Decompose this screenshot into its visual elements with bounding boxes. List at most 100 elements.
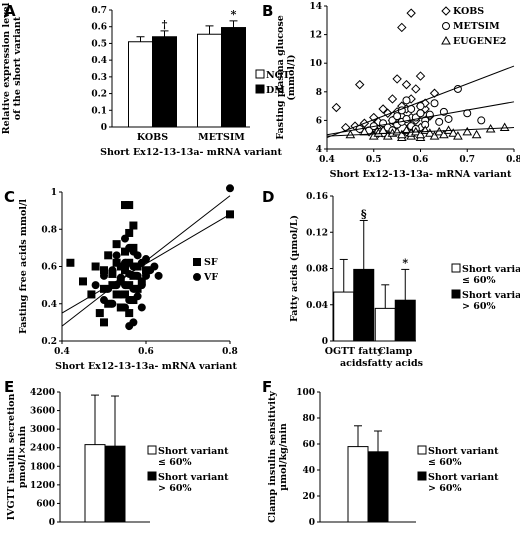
x-axis-label: Short Ex12-13-13a- mRNA variant bbox=[100, 147, 282, 158]
data-point bbox=[442, 22, 450, 30]
y-tick-label: 12 bbox=[309, 31, 322, 41]
data-point bbox=[133, 292, 142, 301]
legend-swatch bbox=[417, 471, 427, 481]
x-axis-label: Short Ex12-13-13a- mRNA variant bbox=[330, 169, 512, 180]
y-tick-label: 0.6 bbox=[41, 263, 57, 273]
bar bbox=[333, 291, 355, 342]
legend-label: > 60% bbox=[158, 483, 192, 494]
y-tick-label: 4 bbox=[316, 145, 322, 155]
data-point bbox=[193, 258, 201, 266]
data-point bbox=[121, 303, 129, 312]
x-category-label: KOBS bbox=[137, 132, 168, 143]
x-tick-label: 0.5 bbox=[366, 155, 382, 165]
bar bbox=[394, 299, 416, 342]
data-point bbox=[396, 129, 407, 139]
y-axis-label: pmol/l×min bbox=[17, 426, 28, 488]
data-point bbox=[435, 117, 444, 126]
panel-a-bar-chart: 0 0.1 0.2 0.3 0.4 0.5 0.6 0.7 † KOBS * METSIM NGT DM S… bbox=[1, 2, 290, 158]
y-tick-label: 0.1 bbox=[91, 106, 107, 116]
data-point bbox=[91, 262, 100, 271]
data-point bbox=[95, 309, 104, 318]
panel-b-scatter-chart: 4 6 8 10 12 14 0.4 0.5 0.6 0.7 0.8 KOBS METSIM EUGENE… bbox=[275, 2, 520, 180]
x-category-label: OGTT fatty bbox=[325, 346, 384, 357]
y-tick-label: 0.2 bbox=[91, 90, 107, 100]
data-point bbox=[415, 129, 426, 139]
data-point bbox=[444, 114, 453, 123]
y-tick-label: 10 bbox=[309, 59, 322, 69]
legend-label: VF bbox=[203, 272, 218, 283]
x-category-label: fatty acids bbox=[368, 358, 423, 369]
y-tick-label: 0.8 bbox=[41, 225, 57, 235]
data-point bbox=[441, 6, 451, 16]
panel-e-bar-chart: 0 600 1200 1800 2400 3000 3600 4200 Short varian… bbox=[6, 388, 229, 528]
data-point bbox=[121, 258, 129, 267]
regression-line bbox=[326, 101, 515, 136]
legend-label: Short variant bbox=[158, 446, 229, 457]
data-point bbox=[125, 296, 134, 305]
y-axis-label: IVGTT insulin secretion bbox=[6, 394, 17, 521]
bar bbox=[367, 451, 389, 523]
y-tick-label: 0.04 bbox=[306, 301, 328, 311]
data-point bbox=[441, 35, 451, 45]
legend-label: Short variant bbox=[428, 446, 499, 457]
panel-label-b: B bbox=[262, 2, 273, 20]
data-point bbox=[125, 309, 134, 318]
x-tick-label: 0.4 bbox=[54, 347, 70, 357]
y-axis-label: Fasting plasma glucose bbox=[275, 15, 286, 140]
y-tick-label: 60 bbox=[302, 440, 315, 450]
significance-marker: § bbox=[361, 207, 367, 220]
data-point bbox=[416, 102, 425, 111]
data-point bbox=[355, 79, 365, 90]
bar bbox=[347, 446, 369, 523]
data-point bbox=[378, 104, 388, 114]
y-tick-label: 0.4 bbox=[41, 300, 57, 310]
y-tick-label: 3000 bbox=[30, 425, 55, 435]
x-tick-label: 0.7 bbox=[459, 155, 475, 165]
significance-marker: * bbox=[402, 256, 408, 269]
data-point bbox=[226, 184, 234, 193]
legend-label: EUGENE2 bbox=[453, 36, 506, 47]
legend-swatch bbox=[451, 263, 461, 273]
data-point bbox=[387, 94, 398, 104]
legend-label: NGT bbox=[266, 70, 290, 81]
data-point bbox=[415, 71, 426, 81]
panel-label-f: F bbox=[262, 378, 272, 396]
bar bbox=[197, 33, 222, 128]
y-tick-label: 2400 bbox=[30, 444, 55, 454]
panel-label-d: D bbox=[262, 188, 274, 206]
y-tick-label: 1800 bbox=[30, 462, 55, 472]
regression-line bbox=[326, 127, 515, 137]
data-point bbox=[137, 281, 146, 290]
legend-label: ≤ 60% bbox=[158, 457, 192, 468]
data-point bbox=[142, 255, 150, 264]
data-point bbox=[125, 201, 134, 210]
y-tick-label: 0.2 bbox=[41, 337, 57, 347]
y-tick-label: 1200 bbox=[30, 481, 55, 491]
data-point bbox=[125, 228, 134, 237]
bar bbox=[221, 27, 246, 128]
y-axis-label: Fatty acids (µmol/L) bbox=[289, 215, 300, 322]
regression-line bbox=[326, 65, 515, 139]
data-point bbox=[471, 129, 482, 139]
y-tick-label: 600 bbox=[36, 499, 55, 509]
panel-label-e: E bbox=[4, 378, 14, 396]
x-category-label: METSIM bbox=[198, 132, 245, 143]
legend-label: ≤ 60% bbox=[462, 275, 496, 286]
data-point bbox=[91, 281, 100, 290]
legend-swatch bbox=[255, 69, 265, 79]
bar bbox=[353, 268, 375, 342]
data-point bbox=[100, 296, 108, 305]
data-point bbox=[430, 99, 439, 108]
data-point bbox=[392, 74, 402, 84]
data-point bbox=[100, 318, 108, 327]
data-point bbox=[116, 290, 125, 299]
data-point bbox=[129, 284, 138, 293]
legend-label: Short variant bbox=[462, 290, 520, 301]
x-tick-label: 0.6 bbox=[138, 347, 154, 357]
significance-marker: † bbox=[162, 18, 168, 31]
data-point bbox=[443, 125, 454, 134]
bar bbox=[104, 445, 126, 523]
